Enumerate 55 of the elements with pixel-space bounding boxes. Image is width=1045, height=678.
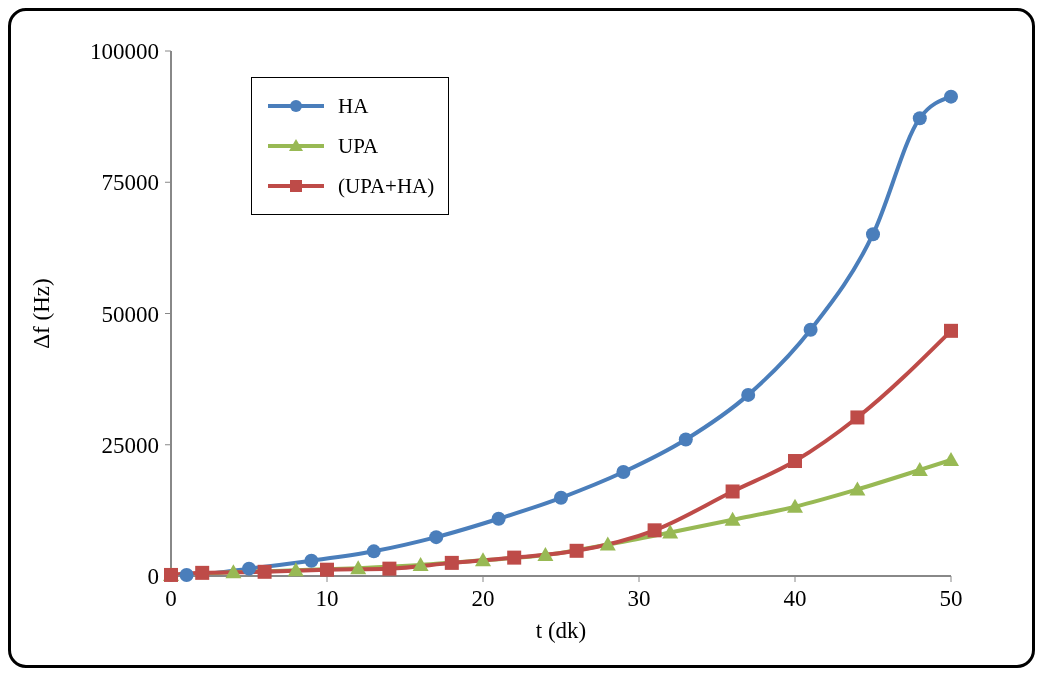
point [304,553,319,568]
point [382,561,397,576]
x-tick-label: 30 [627,586,651,612]
point [507,550,522,565]
x-tick-label: 20 [471,586,495,612]
point [257,564,272,579]
point [444,555,459,570]
y-axis-title: Δf (Hz) [29,278,55,349]
x-tick-label: 40 [783,586,807,612]
x-tick-label: 50 [939,586,963,612]
x-tick-label: 10 [315,586,339,612]
point [287,562,304,577]
point [537,547,554,561]
y-tick-label: 100000 [90,39,159,65]
point [944,323,958,338]
point [662,524,679,539]
point [412,556,429,571]
point [195,565,210,580]
point [849,481,866,496]
point [599,536,616,551]
point [741,387,756,402]
legend-label: HA [338,93,369,119]
point [320,562,334,577]
x-axis-title: t (dk) [535,618,587,643]
point [725,484,740,499]
point [912,111,927,126]
point [911,461,928,476]
point [943,451,959,466]
point [724,511,741,526]
y-tick-label: 0 [147,564,159,590]
point [944,89,958,104]
point [788,454,802,469]
point [242,561,256,576]
legend-label: (UPA+HA) [338,173,435,199]
point [866,227,880,242]
point [366,544,381,559]
point [678,432,693,447]
legend-label: UPA [338,133,379,159]
x-tick-label: 0 [165,586,177,612]
point [850,410,865,425]
point [491,511,506,526]
y-tick-label: 75000 [101,170,159,196]
point [554,490,568,505]
point [647,523,662,538]
y-tick-label: 25000 [101,432,159,458]
point [569,543,584,558]
point [475,552,491,567]
y-tick-label: 50000 [101,301,159,327]
point [803,322,818,337]
point [787,498,803,513]
point [350,560,367,575]
point [616,465,631,480]
point [179,567,194,582]
point [429,530,444,545]
point [225,564,242,579]
